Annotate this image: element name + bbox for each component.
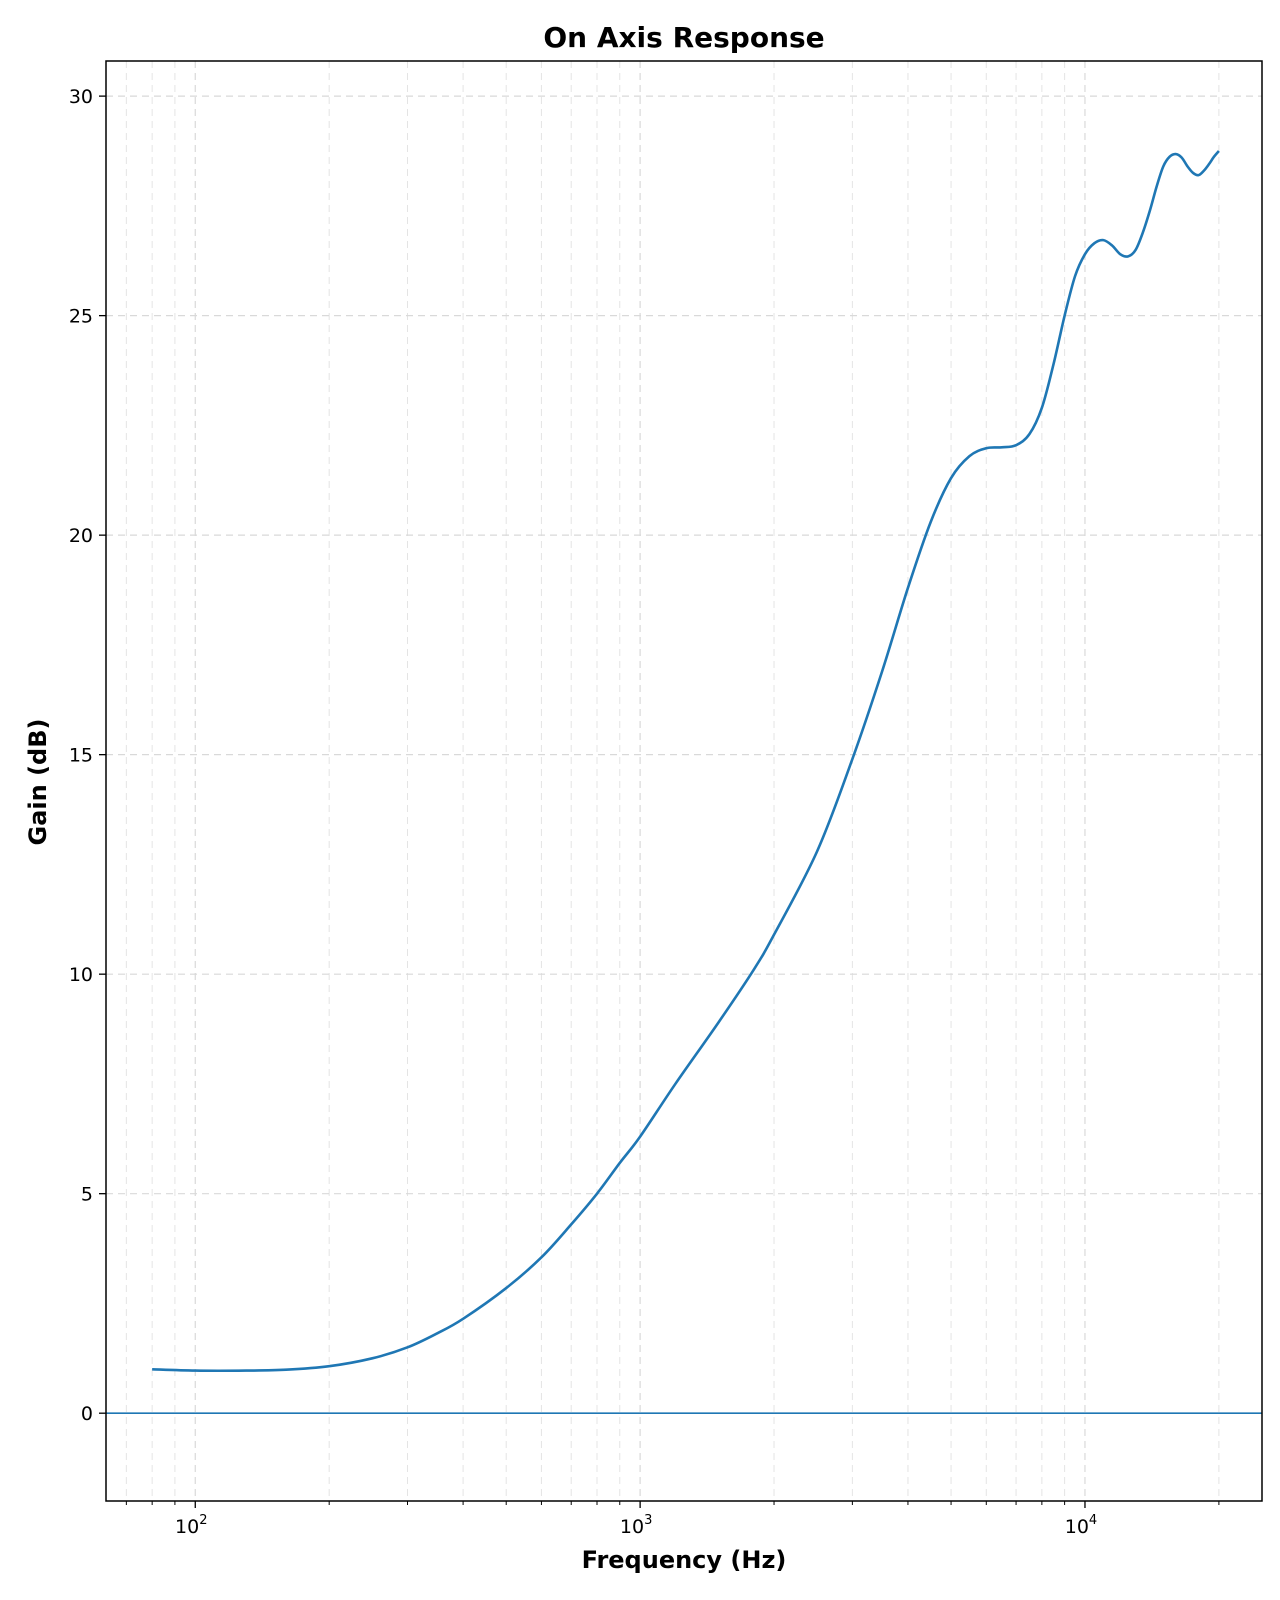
x-tick-label: 103 xyxy=(620,1513,652,1538)
y-tick-label: 0 xyxy=(81,1403,93,1425)
x-axis-label: Frequency (Hz) xyxy=(582,1546,787,1574)
grid xyxy=(106,61,1262,1501)
y-tick-label: 15 xyxy=(69,745,93,767)
x-tick-label-exponent: 2 xyxy=(199,1513,207,1528)
gain-series-line xyxy=(152,150,1220,1373)
x-tick-label: 102 xyxy=(175,1513,207,1538)
y-tick-label: 5 xyxy=(81,1184,93,1206)
y-tick-label: 10 xyxy=(69,964,93,986)
y-tick-label: 20 xyxy=(69,525,93,547)
x-tick-label-exponent: 3 xyxy=(644,1513,652,1528)
y-axis-label: Gain (dB) xyxy=(24,719,52,846)
series-group xyxy=(152,150,1220,1373)
x-tick-label-base: 10 xyxy=(620,1516,644,1538)
y-tick-label: 30 xyxy=(69,86,93,108)
chart-title: On Axis Response xyxy=(543,21,824,54)
x-tick-label: 104 xyxy=(1065,1513,1097,1538)
x-tick-label-base: 10 xyxy=(175,1516,199,1538)
x-tick-label-exponent: 4 xyxy=(1089,1513,1097,1528)
y-tick-label: 25 xyxy=(69,306,93,328)
plot-frame xyxy=(105,60,1263,1502)
x-tick-label-base: 10 xyxy=(1065,1516,1089,1538)
